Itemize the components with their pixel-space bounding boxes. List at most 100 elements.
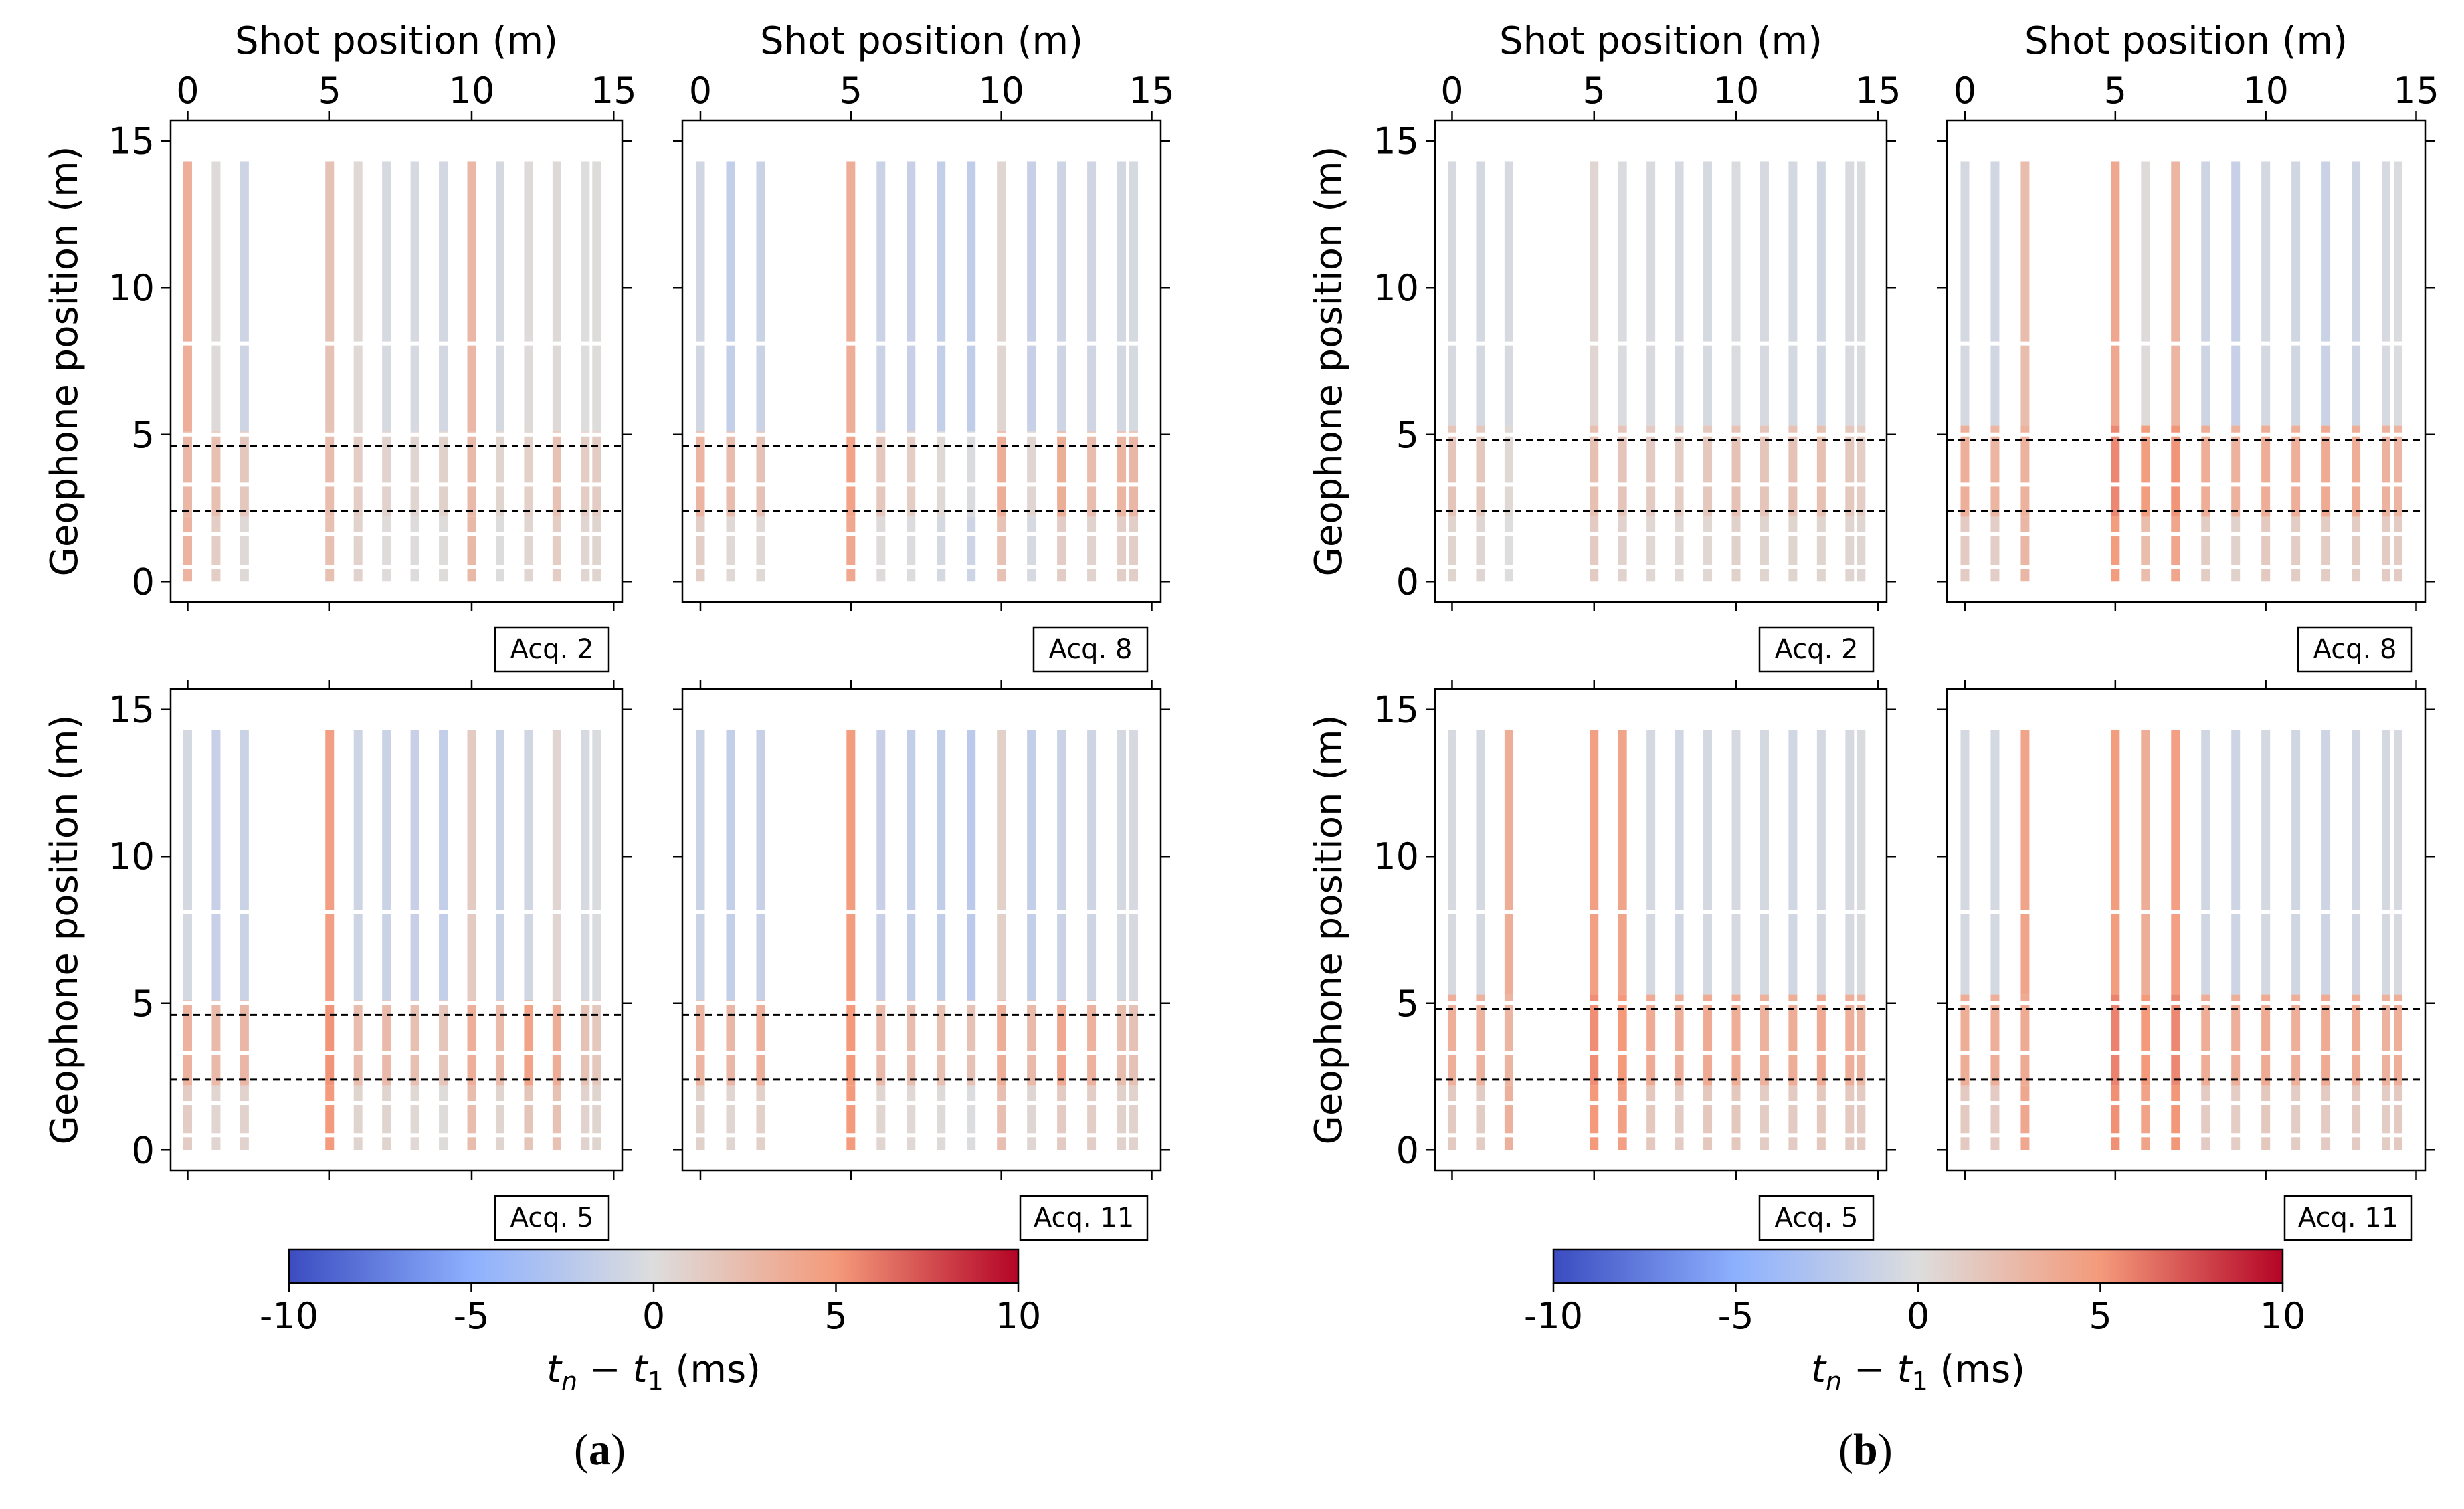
- geophone-gap: [1026, 910, 1037, 914]
- geophone-gap: [409, 532, 420, 537]
- geophone-gap: [1816, 341, 1826, 346]
- y-tick-label: 5: [1396, 414, 1419, 456]
- trace-lower: [1590, 1085, 1599, 1150]
- geophone-gap: [494, 565, 505, 569]
- geophone-gap: [725, 432, 736, 437]
- trace-upper: [467, 730, 476, 1001]
- trace-upper: [2171, 161, 2180, 426]
- geophone-gap: [1816, 1101, 1826, 1106]
- geophone-gap: [494, 910, 505, 914]
- geophone-gap: [695, 1101, 706, 1106]
- geophone-gap: [1703, 565, 1713, 569]
- trace-upper: [439, 730, 448, 1001]
- colorbar-label: tn − t1 (ms): [1811, 1348, 2025, 1396]
- geophone-gap: [182, 341, 193, 346]
- trace-middle: [1960, 425, 1970, 517]
- geophone-gap: [353, 910, 363, 914]
- geophone-gap: [2140, 482, 2151, 487]
- geophone-gap: [1856, 910, 1867, 914]
- trace-middle: [467, 431, 476, 517]
- geophone-gap: [239, 1101, 250, 1106]
- trace-upper: [1675, 730, 1684, 995]
- geophone-gap: [2351, 1051, 2362, 1055]
- geophone-gap: [1589, 1133, 1600, 1138]
- geophone-gap: [876, 1101, 886, 1106]
- trace-middle: [382, 431, 391, 517]
- geophone-gap: [1731, 532, 1741, 537]
- trace-upper: [937, 161, 946, 432]
- geophone-gap: [1856, 1051, 1867, 1055]
- geophone-gap: [1117, 910, 1127, 914]
- y-axis-label: Geophone position (m): [43, 714, 86, 1144]
- trace-lower: [353, 516, 363, 582]
- geophone-gap: [1117, 532, 1127, 537]
- geophone-gap: [1960, 1051, 1970, 1055]
- geophone-gap: [2140, 532, 2151, 537]
- geophone-gap: [1646, 1101, 1656, 1106]
- geophone-gap: [239, 432, 250, 437]
- geophone-gap: [523, 910, 534, 914]
- geophone-gap: [2393, 341, 2404, 346]
- geophone-gap: [466, 341, 477, 346]
- trace-upper: [2020, 161, 2030, 426]
- geophone-gap: [1731, 1001, 1741, 1005]
- geophone-gap: [494, 1051, 505, 1055]
- trace-upper: [1590, 161, 1599, 426]
- trace-lower: [2171, 1085, 2180, 1150]
- geophone-gap: [2170, 1051, 2181, 1055]
- trace-lower: [1703, 1085, 1713, 1150]
- geophone-gap: [523, 565, 534, 569]
- trace-middle: [1760, 994, 1769, 1086]
- geophone-gap: [2231, 532, 2241, 537]
- colorbar-tick-label: -10: [260, 1295, 318, 1337]
- geophone-gap: [1117, 565, 1127, 569]
- geophone-gap: [2291, 1001, 2301, 1005]
- trace-lower: [2382, 1085, 2391, 1150]
- geophone-gap: [2020, 1101, 2030, 1106]
- geophone-gap: [996, 532, 1007, 537]
- y-tick-label: 10: [1373, 267, 1419, 309]
- x-axis-label: Shot position (m): [2024, 19, 2348, 63]
- geophone-gap: [1990, 482, 2000, 487]
- geophone-gap: [580, 1133, 591, 1138]
- geophone-gap: [1503, 341, 1514, 346]
- trace-upper: [1960, 161, 1970, 426]
- geophone-gap: [2321, 910, 2332, 914]
- trace-middle: [1990, 425, 2000, 517]
- trace-lower: [325, 1085, 335, 1150]
- trace-upper: [1027, 730, 1036, 1001]
- trace-lower: [592, 516, 601, 582]
- trace-upper: [726, 161, 735, 432]
- geophone-gap: [551, 1133, 562, 1138]
- trace-lower: [937, 1085, 946, 1150]
- trace-middle: [1845, 994, 1855, 1086]
- geophone-gap: [2020, 532, 2030, 537]
- trace-upper: [183, 730, 192, 1001]
- geophone-gap: [1990, 1001, 2000, 1005]
- trace-upper: [2321, 161, 2331, 426]
- geophone-gap: [1990, 565, 2000, 569]
- geophone-gap: [1703, 1133, 1713, 1138]
- geophone-gap: [409, 1001, 420, 1005]
- trace-lower: [581, 516, 590, 582]
- geophone-gap: [438, 482, 449, 487]
- geophone-gap: [2351, 1001, 2362, 1005]
- geophone-gap: [966, 1133, 977, 1138]
- geophone-gap: [1129, 1001, 1139, 1005]
- x-tick-label: 5: [840, 70, 862, 112]
- geophone-gap: [846, 482, 856, 487]
- geophone-gap: [2291, 565, 2301, 569]
- geophone-gap: [1703, 482, 1713, 487]
- trace-upper: [756, 161, 765, 432]
- trace-upper: [1960, 730, 1970, 995]
- geophone-gap: [211, 432, 221, 437]
- trace-middle: [211, 1000, 221, 1086]
- trace-upper: [1027, 161, 1036, 432]
- trace-upper: [2291, 161, 2301, 426]
- trace-middle: [1731, 425, 1741, 517]
- geophone-gap: [1129, 910, 1139, 914]
- trace-lower: [726, 516, 735, 582]
- geophone-gap: [1788, 1101, 1798, 1106]
- geophone-gap: [906, 341, 917, 346]
- geophone-gap: [2110, 532, 2121, 537]
